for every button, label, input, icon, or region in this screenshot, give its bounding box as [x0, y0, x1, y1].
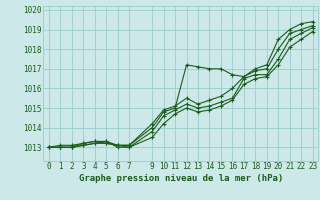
X-axis label: Graphe pression niveau de la mer (hPa): Graphe pression niveau de la mer (hPa)	[79, 174, 283, 183]
